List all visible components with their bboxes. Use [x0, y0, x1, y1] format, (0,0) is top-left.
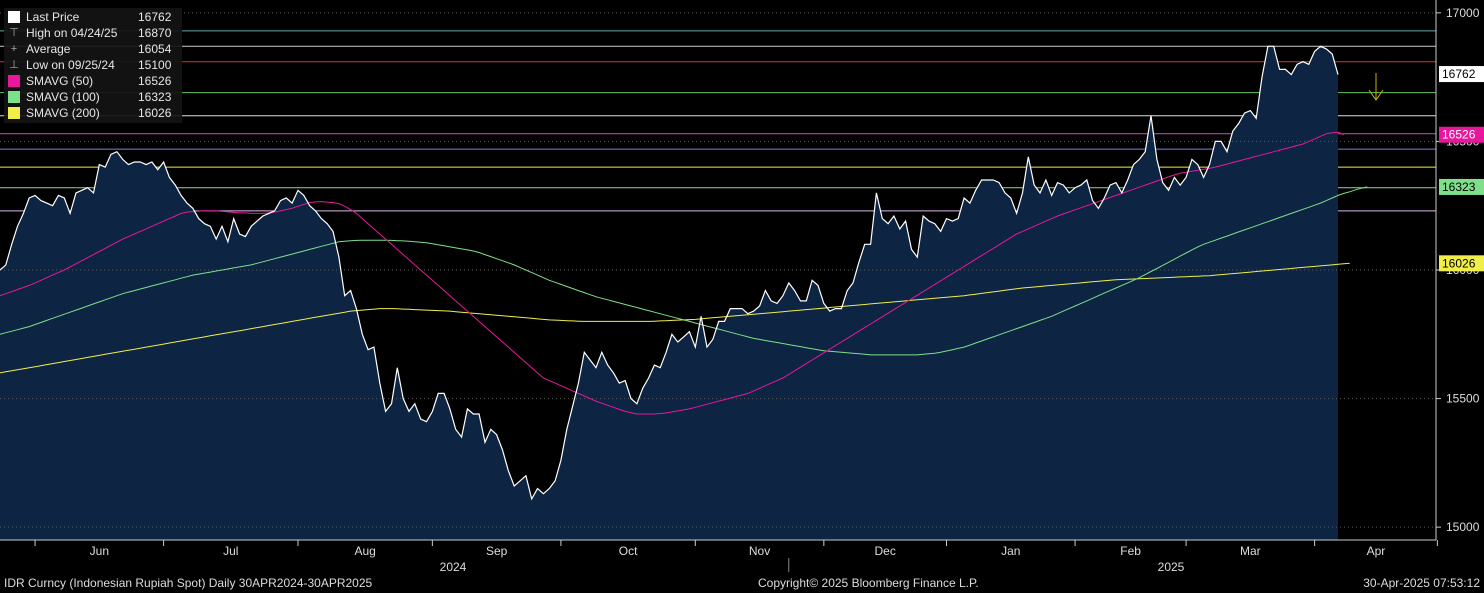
x-month-label-nov: Nov — [749, 544, 770, 558]
x-month-label-sep: Sep — [486, 544, 508, 558]
x-month-label-apr: Apr — [1367, 544, 1386, 558]
high-marker-icon: ⊤ — [9, 27, 19, 39]
legend-value: 16526 — [138, 74, 172, 88]
legend-row-last-price: Last Price 16762 — [8, 9, 178, 25]
x-month-label-jun: Jun — [90, 544, 109, 558]
forecast-arrow-icon — [1368, 73, 1384, 101]
security-description: IDR Curncy (Indonesian Rupiah Spot) Dail… — [4, 576, 373, 590]
legend-value: 16323 — [138, 90, 172, 104]
legend-label: Average — [26, 42, 71, 56]
x-month-label-mar: Mar — [1240, 544, 1261, 558]
series-line-smavg-100- — [0, 186, 1368, 356]
value-tag-label-0: 16762 — [1442, 67, 1476, 81]
value-tag-bg-1 — [1439, 126, 1484, 143]
legend-row-smavg-100: SMAVG (100) 16323 — [8, 89, 178, 105]
series-lines — [0, 45, 1368, 501]
x-month-label-jul: Jul — [223, 544, 238, 558]
smavg-50-swatch-icon — [8, 75, 20, 87]
smavg-200-swatch-icon — [8, 107, 20, 119]
grid-lines — [0, 12, 1436, 528]
last-value-tags: 16762 16526 16323 16026 — [1439, 66, 1484, 272]
x-month-label-oct: Oct — [619, 544, 638, 558]
legend-label: SMAVG (50) — [26, 74, 94, 88]
value-tag-bg-2 — [1439, 178, 1484, 195]
legend-row-high: ⊤ High on 04/24/25 16870 — [8, 25, 178, 41]
last-price-swatch-icon — [8, 11, 20, 23]
timestamp: 30-Apr-2025 07:53:12 — [1363, 576, 1480, 590]
value-tag-label-1: 16526 — [1442, 128, 1476, 142]
legend-label: Low on 09/25/24 — [26, 58, 115, 72]
x-axis: JunJulAugSepOctNovDecJanFebMarAprMay2024… — [0, 539, 1438, 574]
x-month-label-feb: Feb — [1120, 544, 1141, 558]
legend-row-smavg-50: SMAVG (50) 16526 — [8, 73, 178, 89]
copyright-text: Copyright© 2025 Bloomberg Finance L.P. — [758, 576, 979, 590]
last-price-area — [0, 46, 1338, 541]
x-year-label-2025: 2025 — [1158, 560, 1185, 574]
x-month-label-jan: Jan — [1001, 544, 1020, 558]
legend-label: High on 04/24/25 — [26, 26, 118, 40]
smavg-100-swatch-icon — [8, 91, 20, 103]
legend-label: SMAVG (100) — [26, 90, 100, 104]
low-marker-icon: ⊥ — [9, 59, 19, 71]
x-month-label-dec: Dec — [875, 544, 896, 558]
legend-row-low: ⊥ Low on 09/25/24 15100 — [8, 57, 178, 73]
legend-value: 16870 — [138, 26, 172, 40]
legend-value: 15100 — [138, 58, 172, 72]
average-marker-icon: + — [10, 43, 18, 55]
y-tick-label-15500: 15500 — [1446, 392, 1480, 406]
x-year-label-2024: 2024 — [440, 560, 467, 574]
x-month-label-aug: Aug — [354, 544, 375, 558]
value-tag-bg-3 — [1439, 255, 1484, 272]
series-line-last-price — [0, 45, 1339, 501]
y-tick-label-17000: 17000 — [1446, 6, 1480, 20]
legend-value: 16026 — [138, 106, 172, 120]
legend-row-average: + Average 16054 — [8, 41, 178, 57]
legend-value: 16054 — [138, 42, 172, 56]
legend-value: 16762 — [138, 10, 172, 24]
y-tick-label-15000: 15000 — [1446, 520, 1480, 534]
value-tag-label-3: 16026 — [1442, 256, 1476, 270]
series-line-smavg-50- — [0, 131, 1344, 415]
value-tag-bg-0 — [1439, 66, 1484, 83]
legend-label: Last Price — [26, 10, 80, 24]
legend-label: SMAVG (200) — [26, 106, 100, 120]
value-tag-label-2: 16323 — [1442, 180, 1476, 194]
legend-row-smavg-200: SMAVG (200) 16026 — [8, 105, 178, 121]
series-line-smavg-200- — [0, 262, 1350, 374]
legend: Last Price 16762 ⊤ High on 04/24/25 1687… — [4, 8, 182, 123]
